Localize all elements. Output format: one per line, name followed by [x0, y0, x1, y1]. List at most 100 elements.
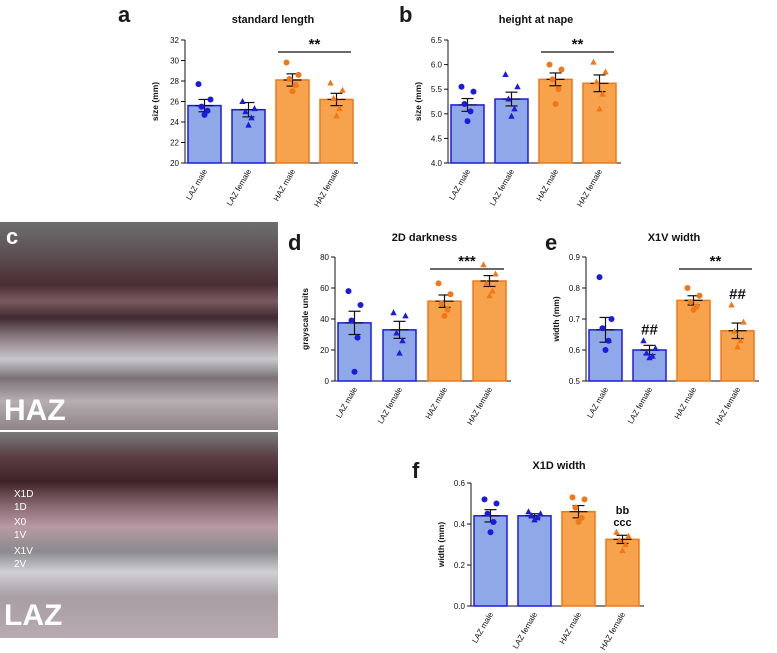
bar [231, 108, 266, 164]
y-tick-label: 30 [170, 57, 179, 66]
data-point [734, 343, 741, 350]
x-tick-label: LAZ female [626, 385, 655, 425]
data-point [333, 112, 340, 119]
bar [319, 98, 354, 164]
stripe-label-x1d: X1D [14, 489, 33, 500]
chart-title: X1V width [648, 232, 701, 244]
y-tick-label: 0.6 [454, 479, 466, 488]
data-point [731, 327, 738, 334]
x-tick-label: LAZ male [184, 167, 209, 202]
data-point [493, 500, 500, 507]
data-point [528, 512, 535, 519]
x-tick-label: HAZ male [558, 610, 584, 646]
panel-letter-e: e [545, 230, 557, 255]
x-tick-label: HAZ female [575, 167, 604, 209]
y-tick-label: 24 [170, 118, 179, 127]
chart-title: 2D darkness [392, 232, 457, 244]
x-tick-label: HAZ female [465, 385, 494, 427]
data-point [283, 59, 290, 66]
chart-title: height at nape [499, 14, 574, 26]
chart-panel-d: d 2D darkness 0 20 40 60 80 grayscale units LAZ … [288, 230, 511, 427]
data-point [534, 514, 541, 521]
chart-title: standard length [232, 14, 315, 26]
data-point [461, 100, 468, 107]
data-point [616, 536, 623, 543]
x-tick-label: LAZ female [488, 167, 517, 207]
data-point [484, 510, 491, 517]
x-tick-label: HAZ female [598, 610, 627, 652]
data-point [357, 302, 364, 309]
data-point [549, 76, 556, 83]
data-point [696, 292, 703, 299]
data-point [728, 301, 735, 308]
y-tick-label: 4.0 [431, 159, 443, 168]
data-point [492, 270, 499, 277]
y-tick-label: 0.2 [454, 561, 466, 570]
data-point [486, 292, 493, 299]
y-tick-label: 0.0 [454, 602, 466, 611]
y-tick-label: 6.0 [431, 61, 443, 70]
group-annotation: ## [729, 286, 746, 303]
data-point [242, 108, 249, 115]
y-tick-label: 0.7 [569, 315, 581, 324]
y-tick-label: 22 [170, 139, 179, 148]
data-point [435, 280, 442, 287]
y-tick-label: 6.5 [431, 36, 443, 45]
significance-label: ** [572, 36, 584, 53]
data-point [399, 337, 406, 344]
data-point [251, 105, 258, 112]
x-tick-label: HAZ male [535, 167, 561, 203]
data-point [348, 317, 355, 324]
group-annotation: bb [616, 505, 630, 517]
data-point [558, 66, 565, 73]
data-point [354, 334, 361, 341]
panel-letter-c: c [6, 224, 18, 249]
data-point [245, 121, 252, 128]
data-point [590, 58, 597, 65]
data-point [625, 532, 632, 539]
panel-letter-a: a [118, 2, 131, 27]
data-point [393, 329, 400, 336]
data-point [508, 112, 515, 119]
data-point [201, 111, 208, 118]
data-point [464, 118, 471, 125]
data-point [599, 90, 606, 97]
fish-photo-panel: c HAZ LAZ X1D 1D X0 1V X1V 2V [0, 222, 278, 638]
x-tick-label: LAZ female [376, 385, 405, 425]
y-tick-label: 0.4 [454, 520, 466, 529]
data-point [596, 105, 603, 112]
x-tick-label: HAZ male [673, 385, 699, 421]
laz-photo-label: LAZ [4, 599, 62, 632]
data-point [652, 344, 659, 351]
data-point [525, 508, 532, 515]
x-tick-label: HAZ female [713, 385, 742, 427]
data-point [198, 103, 205, 110]
chart-title: X1D width [532, 460, 585, 472]
group-annotation: ## [641, 322, 658, 339]
data-point [602, 68, 609, 75]
data-point [605, 337, 612, 344]
data-point [295, 71, 302, 78]
data-point [690, 306, 697, 313]
data-point [239, 98, 246, 104]
y-tick-label: 0 [325, 377, 330, 386]
data-point [402, 312, 409, 319]
data-point [481, 496, 488, 503]
y-tick-label: 5.0 [431, 110, 443, 119]
data-point [447, 291, 454, 298]
chart-panel-e: e X1V width 0.5 0.6 0.7 0.8 0.9 width (mm) LAZ m… [545, 230, 759, 427]
data-point [537, 510, 544, 517]
y-tick-label: 32 [170, 36, 179, 45]
y-axis-label: width (mm) [436, 522, 446, 568]
stripe-label-x0: X0 [14, 517, 27, 528]
laz-fish-photo [0, 432, 278, 638]
data-point [444, 306, 451, 313]
data-point [569, 494, 576, 501]
data-point [286, 75, 293, 82]
x-tick-label: HAZ male [424, 385, 450, 421]
x-tick-label: LAZ female [225, 167, 254, 207]
data-point [207, 96, 214, 103]
data-point [599, 325, 606, 332]
data-point [640, 337, 647, 344]
